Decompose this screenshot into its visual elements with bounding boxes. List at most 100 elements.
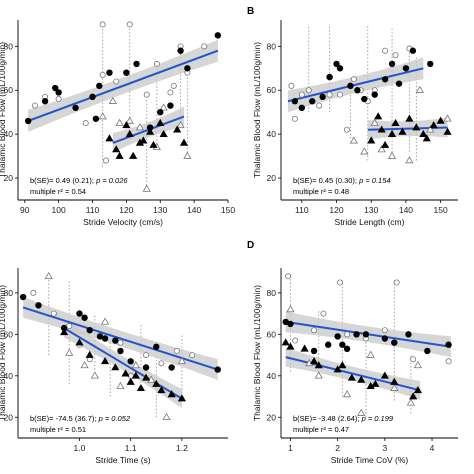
data-point-filled-triangle: [126, 377, 135, 385]
x-tick-label: 1.1: [125, 443, 137, 453]
data-point-open-triangle: [135, 123, 145, 131]
data-point-open-circle: [117, 339, 124, 346]
data-point-filled-circle: [298, 104, 306, 112]
data-point-filled-triangle: [100, 356, 110, 365]
stats-annotation-r2: multiple r² = 0.54: [30, 187, 86, 196]
data-point-open-circle: [344, 331, 351, 338]
data-point-open-circle: [305, 87, 312, 94]
data-point-filled-triangle: [309, 356, 319, 365]
data-point-open-triangle: [100, 317, 110, 325]
data-point-filled-circle: [101, 335, 109, 342]
x-tick-label: 1.0: [74, 443, 86, 453]
data-point-filled-circle: [333, 60, 340, 68]
data-point-filled-triangle: [390, 377, 399, 385]
data-point-filled-triangle: [422, 134, 431, 142]
data-point-filled-triangle: [286, 342, 295, 350]
data-point-open-circle: [167, 89, 174, 96]
data-point-filled-triangle: [122, 121, 131, 129]
data-point-open-circle: [291, 115, 298, 122]
data-point-filled-circle: [395, 80, 403, 87]
data-point-filled-triangle: [173, 125, 182, 133]
data-point-filled-circle: [184, 65, 191, 72]
y-tick-label: 80: [267, 288, 277, 298]
data-point-open-triangle: [405, 156, 414, 164]
data-point-filled-circle: [381, 76, 389, 83]
data-point-filled-triangle: [157, 386, 166, 394]
data-point-open-circle: [189, 352, 196, 359]
data-point-filled-circle: [153, 343, 160, 350]
data-point-open-circle: [173, 347, 180, 354]
x-tick-label: 150: [434, 205, 448, 215]
data-point-open-circle: [158, 360, 165, 367]
data-point-open-triangle: [108, 96, 117, 104]
x-tick-label: 140: [187, 205, 201, 215]
panel-3: 20 40 60 80 1.0 1.1 1.2 Stride Time (s) Thalamic…: [0, 268, 228, 465]
panel-2: B 20 40 60 80 110 120 130 140 150 Stride Length (c…: [247, 6, 458, 227]
data-point-filled-triangle: [347, 373, 356, 381]
y-axis-title: Thalamic Blood Flow (mL/100g/min): [0, 42, 7, 178]
y-tick-label: 40: [4, 129, 14, 139]
data-point-filled-triangle: [398, 127, 407, 135]
data-point-open-triangle: [443, 114, 452, 122]
data-point-open-triangle: [390, 383, 399, 391]
data-point-filled-triangle: [357, 375, 366, 383]
data-point-open-triangle: [44, 271, 53, 280]
panel-letter: D: [247, 240, 254, 251]
data-point-filled-triangle: [75, 338, 84, 346]
data-point-open-circle: [50, 310, 57, 317]
data-point-filled-circle: [409, 47, 417, 54]
data-point-filled-triangle: [179, 138, 189, 146]
data-point-filled-triangle: [419, 129, 428, 137]
data-point-filled-triangle: [60, 327, 69, 336]
data-point-filled-triangle: [146, 127, 155, 135]
data-point-filled-circle: [168, 364, 175, 371]
data-point-open-circle: [153, 60, 160, 67]
data-point-filled-circle: [19, 293, 27, 301]
y-tick-label: 80: [4, 41, 14, 51]
x-tick-label: 120: [329, 205, 343, 215]
data-point-filled-circle: [177, 47, 184, 54]
data-point-open-triangle: [406, 398, 415, 406]
data-point-filled-triangle: [129, 151, 138, 159]
data-point-open-triangle: [65, 348, 74, 356]
data-point-filled-triangle: [105, 134, 114, 142]
data-point-filled-triangle: [429, 121, 438, 129]
data-point-filled-circle: [391, 339, 398, 346]
x-tick-label: 1.2: [176, 443, 188, 453]
data-point-filled-triangle: [366, 381, 375, 389]
data-point-open-triangle: [413, 361, 422, 369]
data-point-filled-triangle: [367, 136, 376, 144]
data-point-filled-triangle: [85, 350, 94, 358]
data-point-open-circle: [82, 120, 89, 127]
data-point-filled-circle: [41, 98, 49, 105]
stats-annotation-estimate: b(SE)= -74.5 (36.7); p = 0.052: [30, 414, 131, 423]
data-point-filled-circle: [343, 345, 351, 353]
y-tick-label: 40: [267, 129, 277, 139]
regression-line: [27, 49, 219, 122]
data-point-filled-circle: [339, 341, 346, 348]
data-point-open-circle: [55, 96, 62, 103]
data-point-filled-triangle: [121, 369, 130, 377]
data-point-open-triangle: [426, 125, 435, 133]
data-point-open-circle: [288, 82, 295, 89]
data-point-filled-circle: [405, 331, 412, 338]
x-tick-label: 3: [382, 443, 387, 453]
data-point-filled-circle: [72, 104, 79, 112]
y-tick-label: 20: [4, 412, 14, 422]
data-point-filled-triangle: [338, 361, 347, 369]
y-tick-label: 80: [4, 288, 14, 298]
data-point-open-circle: [336, 91, 343, 98]
data-point-filled-triangle: [281, 338, 290, 346]
data-point-filled-circle: [326, 73, 333, 81]
data-point-filled-triangle: [152, 379, 161, 387]
data-point-filled-triangle: [391, 118, 400, 126]
data-point-filled-triangle: [135, 138, 145, 146]
data-point-open-triangle: [177, 356, 187, 365]
stats-annotation-estimate: b(SE)= 0.45 (0.30); p = 0.154: [293, 176, 391, 185]
data-point-filled-circle: [146, 124, 154, 131]
data-point-open-triangle: [98, 112, 107, 120]
data-point-filled-circle: [76, 310, 83, 317]
data-point-open-circle: [31, 102, 38, 109]
data-point-open-triangle: [377, 145, 386, 153]
